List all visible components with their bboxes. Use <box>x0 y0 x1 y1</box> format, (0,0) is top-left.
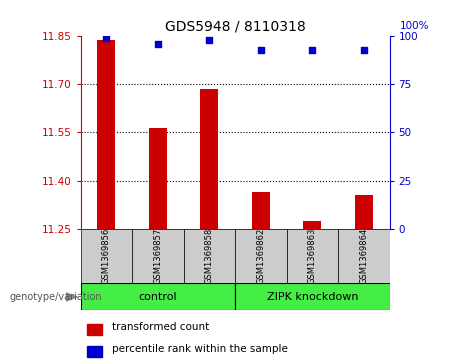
Point <box>206 37 213 43</box>
Bar <box>201 89 219 229</box>
Bar <box>235 283 390 310</box>
Bar <box>287 229 338 283</box>
Text: GSM1369862: GSM1369862 <box>256 228 266 284</box>
Text: GSM1369858: GSM1369858 <box>205 228 214 284</box>
Text: percentile rank within the sample: percentile rank within the sample <box>112 344 288 354</box>
Bar <box>81 283 235 310</box>
Bar <box>81 229 132 283</box>
Bar <box>183 229 235 283</box>
Bar <box>149 128 167 229</box>
Text: ZIPK knockdown: ZIPK knockdown <box>266 292 358 302</box>
Text: 100%: 100% <box>400 21 430 30</box>
Bar <box>87 324 102 335</box>
Text: transformed count: transformed count <box>112 322 209 332</box>
Point <box>308 47 316 53</box>
Text: GSM1369864: GSM1369864 <box>359 228 368 284</box>
Polygon shape <box>66 292 79 302</box>
Bar <box>97 40 115 229</box>
Bar <box>303 221 321 229</box>
Point <box>103 35 110 41</box>
Point <box>360 47 367 53</box>
Text: GSM1369857: GSM1369857 <box>154 228 162 284</box>
Text: control: control <box>139 292 177 302</box>
Text: GSM1369863: GSM1369863 <box>308 228 317 284</box>
Bar <box>132 229 183 283</box>
Bar <box>87 346 102 358</box>
Text: genotype/variation: genotype/variation <box>9 292 102 302</box>
Point <box>257 47 265 53</box>
Bar <box>338 229 390 283</box>
Point <box>154 41 161 47</box>
Bar <box>252 192 270 229</box>
Title: GDS5948 / 8110318: GDS5948 / 8110318 <box>165 20 306 34</box>
Text: GSM1369856: GSM1369856 <box>102 228 111 284</box>
Bar <box>235 229 287 283</box>
Bar <box>355 195 373 229</box>
